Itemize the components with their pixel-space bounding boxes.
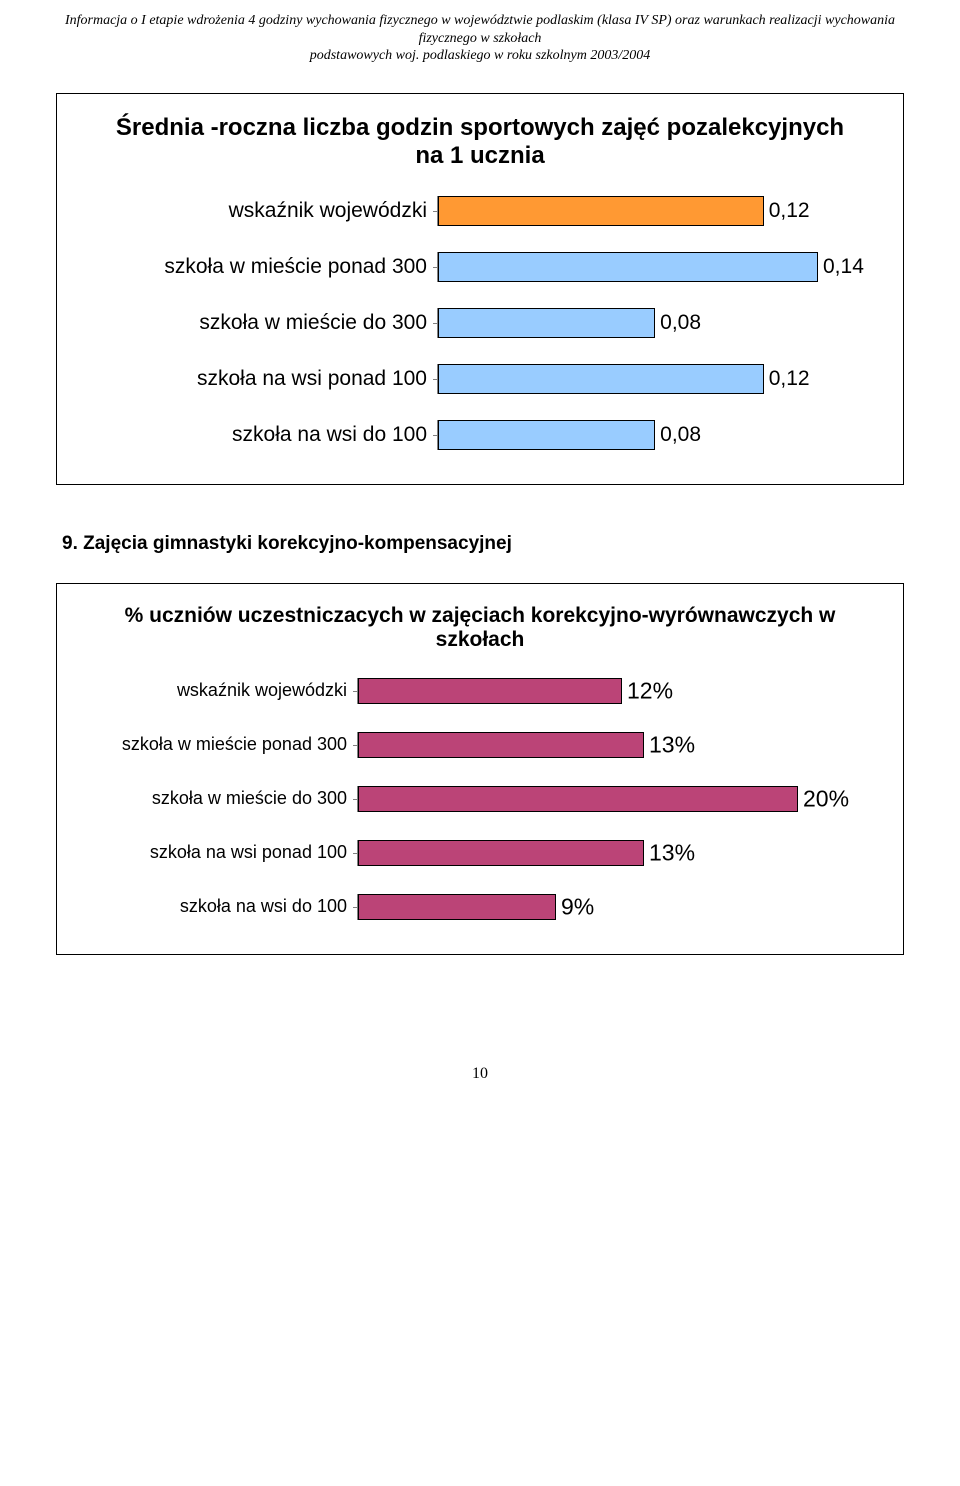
chart2-bar: 13% <box>358 732 644 758</box>
header-line2: podstawowych woj. podlaskiego w roku szk… <box>310 48 651 63</box>
page-number: 10 <box>36 1065 924 1083</box>
chart2-label: szkoła na wsi ponad 100 <box>107 842 357 863</box>
chart1-label: szkoła na wsi do 100 <box>107 423 437 447</box>
chart2-bars-col: 9% <box>357 894 853 920</box>
chart2-bar: 12% <box>358 678 622 704</box>
chart1-bar: 0,14 <box>438 252 818 282</box>
chart2-label: wskaźnik wojewódzki <box>107 680 357 701</box>
chart2-label: szkoła na wsi do 100 <box>107 896 357 917</box>
chart1-bar: 0,08 <box>438 420 655 450</box>
chart2-label: szkoła w mieście ponad 300 <box>107 734 357 755</box>
chart1-row: szkoła na wsi do 1000,08 <box>107 420 853 450</box>
chart2-bar: 20% <box>358 786 798 812</box>
chart2-bar: 13% <box>358 840 644 866</box>
chart1-value: 0,08 <box>654 423 701 447</box>
chart2-bars-col: 20% <box>357 786 853 812</box>
chart1-bars-col: 0,12 <box>437 364 853 394</box>
chart2-title: % uczniów uczestniczacych w zajęciach ko… <box>107 604 853 652</box>
chart2-row: szkoła w mieście do 30020% <box>107 786 853 812</box>
chart2-bars-col: 12% <box>357 678 853 704</box>
chart1-label: szkoła w mieście do 300 <box>107 311 437 335</box>
chart1-bar: 0,12 <box>438 196 764 226</box>
chart2-plot: wskaźnik wojewódzki12%szkoła w mieście p… <box>107 678 853 920</box>
chart1-row: szkoła na wsi ponad 1000,12 <box>107 364 853 394</box>
chart1-container: Średnia -roczna liczba godzin sportowych… <box>56 93 904 485</box>
chart2-value: 12% <box>621 677 673 704</box>
section-heading: 9. Zajęcia gimnastyki korekcyjno-kompens… <box>62 533 924 555</box>
chart1-label: wskaźnik wojewódzki <box>107 199 437 223</box>
chart1-title: Średnia -roczna liczba godzin sportowych… <box>107 114 853 170</box>
chart1-plot: wskaźnik wojewódzki0,12szkoła w mieście … <box>107 196 853 450</box>
chart1-value: 0,08 <box>654 311 701 335</box>
chart1-row: wskaźnik wojewódzki0,12 <box>107 196 853 226</box>
chart1-label: szkoła w mieście ponad 300 <box>107 255 437 279</box>
chart2-value: 20% <box>797 785 849 812</box>
chart1-bars-col: 0,08 <box>437 420 853 450</box>
chart1-row: szkoła w mieście ponad 3000,14 <box>107 252 853 282</box>
chart2-bars-col: 13% <box>357 840 853 866</box>
chart1-value: 0,14 <box>817 255 864 279</box>
chart1-value: 0,12 <box>763 367 810 391</box>
chart2-label: szkoła w mieście do 300 <box>107 788 357 809</box>
chart1-bars-col: 0,14 <box>437 252 853 282</box>
chart1-bars-col: 0,08 <box>437 308 853 338</box>
chart2-row: szkoła w mieście ponad 30013% <box>107 732 853 758</box>
chart2-bar: 9% <box>358 894 556 920</box>
chart1-row: szkoła w mieście do 3000,08 <box>107 308 853 338</box>
page-header: Informacja o I etapie wdrożenia 4 godzin… <box>36 12 924 65</box>
chart2-row: szkoła na wsi ponad 10013% <box>107 840 853 866</box>
chart1-label: szkoła na wsi ponad 100 <box>107 367 437 391</box>
chart2-value: 9% <box>555 893 594 920</box>
chart2-row: wskaźnik wojewódzki12% <box>107 678 853 704</box>
chart2-bars-col: 13% <box>357 732 853 758</box>
chart2-value: 13% <box>643 839 695 866</box>
page: Informacja o I etapie wdrożenia 4 godzin… <box>0 0 960 1083</box>
chart2-container: % uczniów uczestniczacych w zajęciach ko… <box>56 583 904 955</box>
chart1-bar: 0,08 <box>438 308 655 338</box>
chart1-bar: 0,12 <box>438 364 764 394</box>
chart2-value: 13% <box>643 731 695 758</box>
chart1-bars-col: 0,12 <box>437 196 853 226</box>
chart1-value: 0,12 <box>763 199 810 223</box>
chart2-row: szkoła na wsi do 1009% <box>107 894 853 920</box>
header-line1: Informacja o I etapie wdrożenia 4 godzin… <box>65 13 895 46</box>
